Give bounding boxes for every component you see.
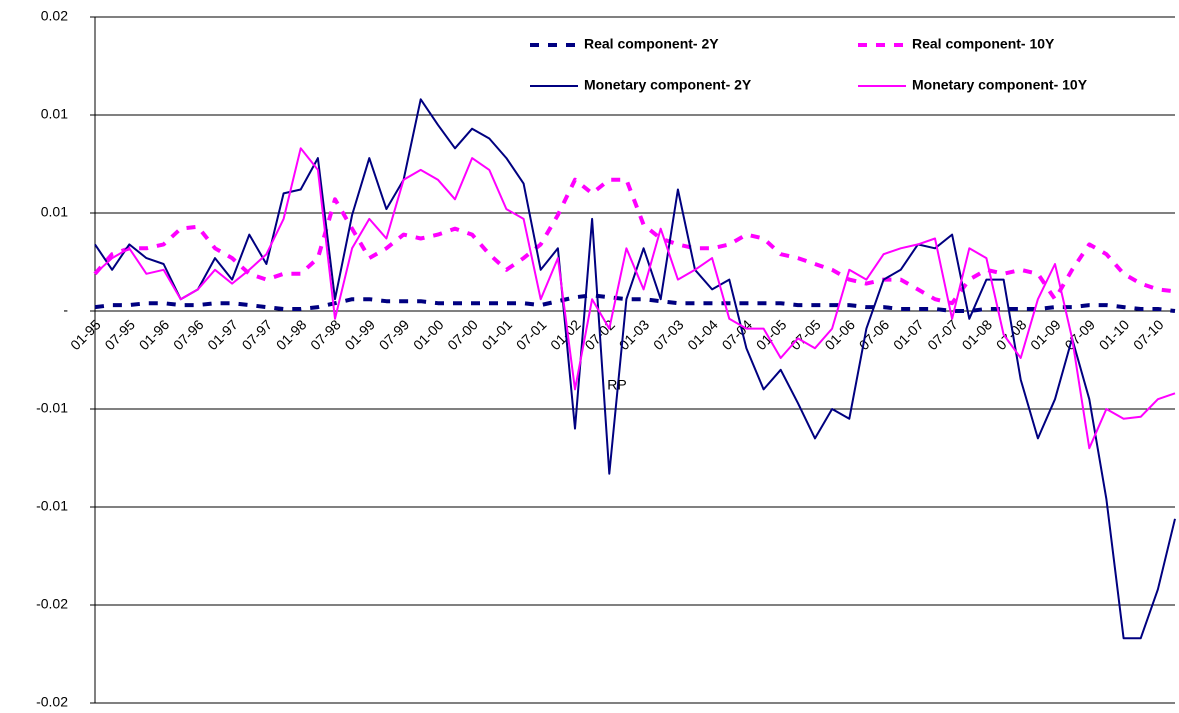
x-tick-label: 07-10 (1130, 316, 1167, 353)
legend-label: Monetary component- 10Y (912, 77, 1088, 93)
y-tick-label: -0.01 (36, 498, 68, 514)
series-line (94, 147, 1176, 450)
legend-label: Real component- 10Y (912, 36, 1055, 52)
x-tick-label: 01-00 (410, 316, 447, 353)
x-tick-label: 01-09 (1027, 316, 1064, 353)
x-tick-label: 07-96 (170, 316, 207, 353)
y-tick-label: - (63, 302, 68, 318)
x-tick-label: 07-00 (444, 316, 481, 353)
series-line (93, 177, 1176, 306)
x-tick-label: 07-98 (307, 316, 344, 353)
series-line (94, 98, 1176, 640)
x-tick-label: 01-98 (273, 316, 310, 353)
x-tick-label: 07-09 (1061, 316, 1098, 353)
x-tick-label: 07-95 (101, 316, 138, 353)
x-tick-label: 07-04 (719, 316, 756, 353)
x-tick-label: 07-97 (239, 316, 276, 353)
x-tick-label: 01-04 (684, 316, 721, 353)
y-tick-label: 0.01 (41, 204, 68, 220)
y-tick-label: -0.01 (36, 400, 68, 416)
x-tick-label: 01-99 (341, 316, 378, 353)
legend-label: Real component- 2Y (584, 36, 719, 52)
x-tick-label: 01-05 (753, 316, 790, 353)
series-line (94, 293, 1176, 313)
x-tick-label: 07-05 (787, 316, 824, 353)
x-tick-label: 01-95 (67, 316, 104, 353)
x-tick-label: 01-07 (890, 316, 927, 353)
x-tick-label: 01-96 (136, 316, 173, 353)
x-tick-label: 07-01 (513, 316, 550, 353)
x-tick-label: 07-06 (856, 316, 893, 353)
x-tick-label: 07-03 (650, 316, 687, 353)
annotation: RP (607, 377, 626, 393)
x-tick-label: 07-07 (924, 316, 961, 353)
x-tick-label: 01-08 (959, 316, 996, 353)
y-tick-label: -0.02 (36, 694, 68, 710)
x-tick-label: 01-97 (204, 316, 241, 353)
y-tick-label: 0.01 (41, 106, 68, 122)
x-tick-label: 01-01 (479, 316, 516, 353)
legend-label: Monetary component- 2Y (584, 77, 752, 93)
y-tick-label: -0.02 (36, 596, 68, 612)
x-tick-label: 07-99 (376, 316, 413, 353)
x-tick-label: 01-10 (1096, 316, 1133, 353)
y-tick-label: 0.02 (41, 8, 68, 24)
